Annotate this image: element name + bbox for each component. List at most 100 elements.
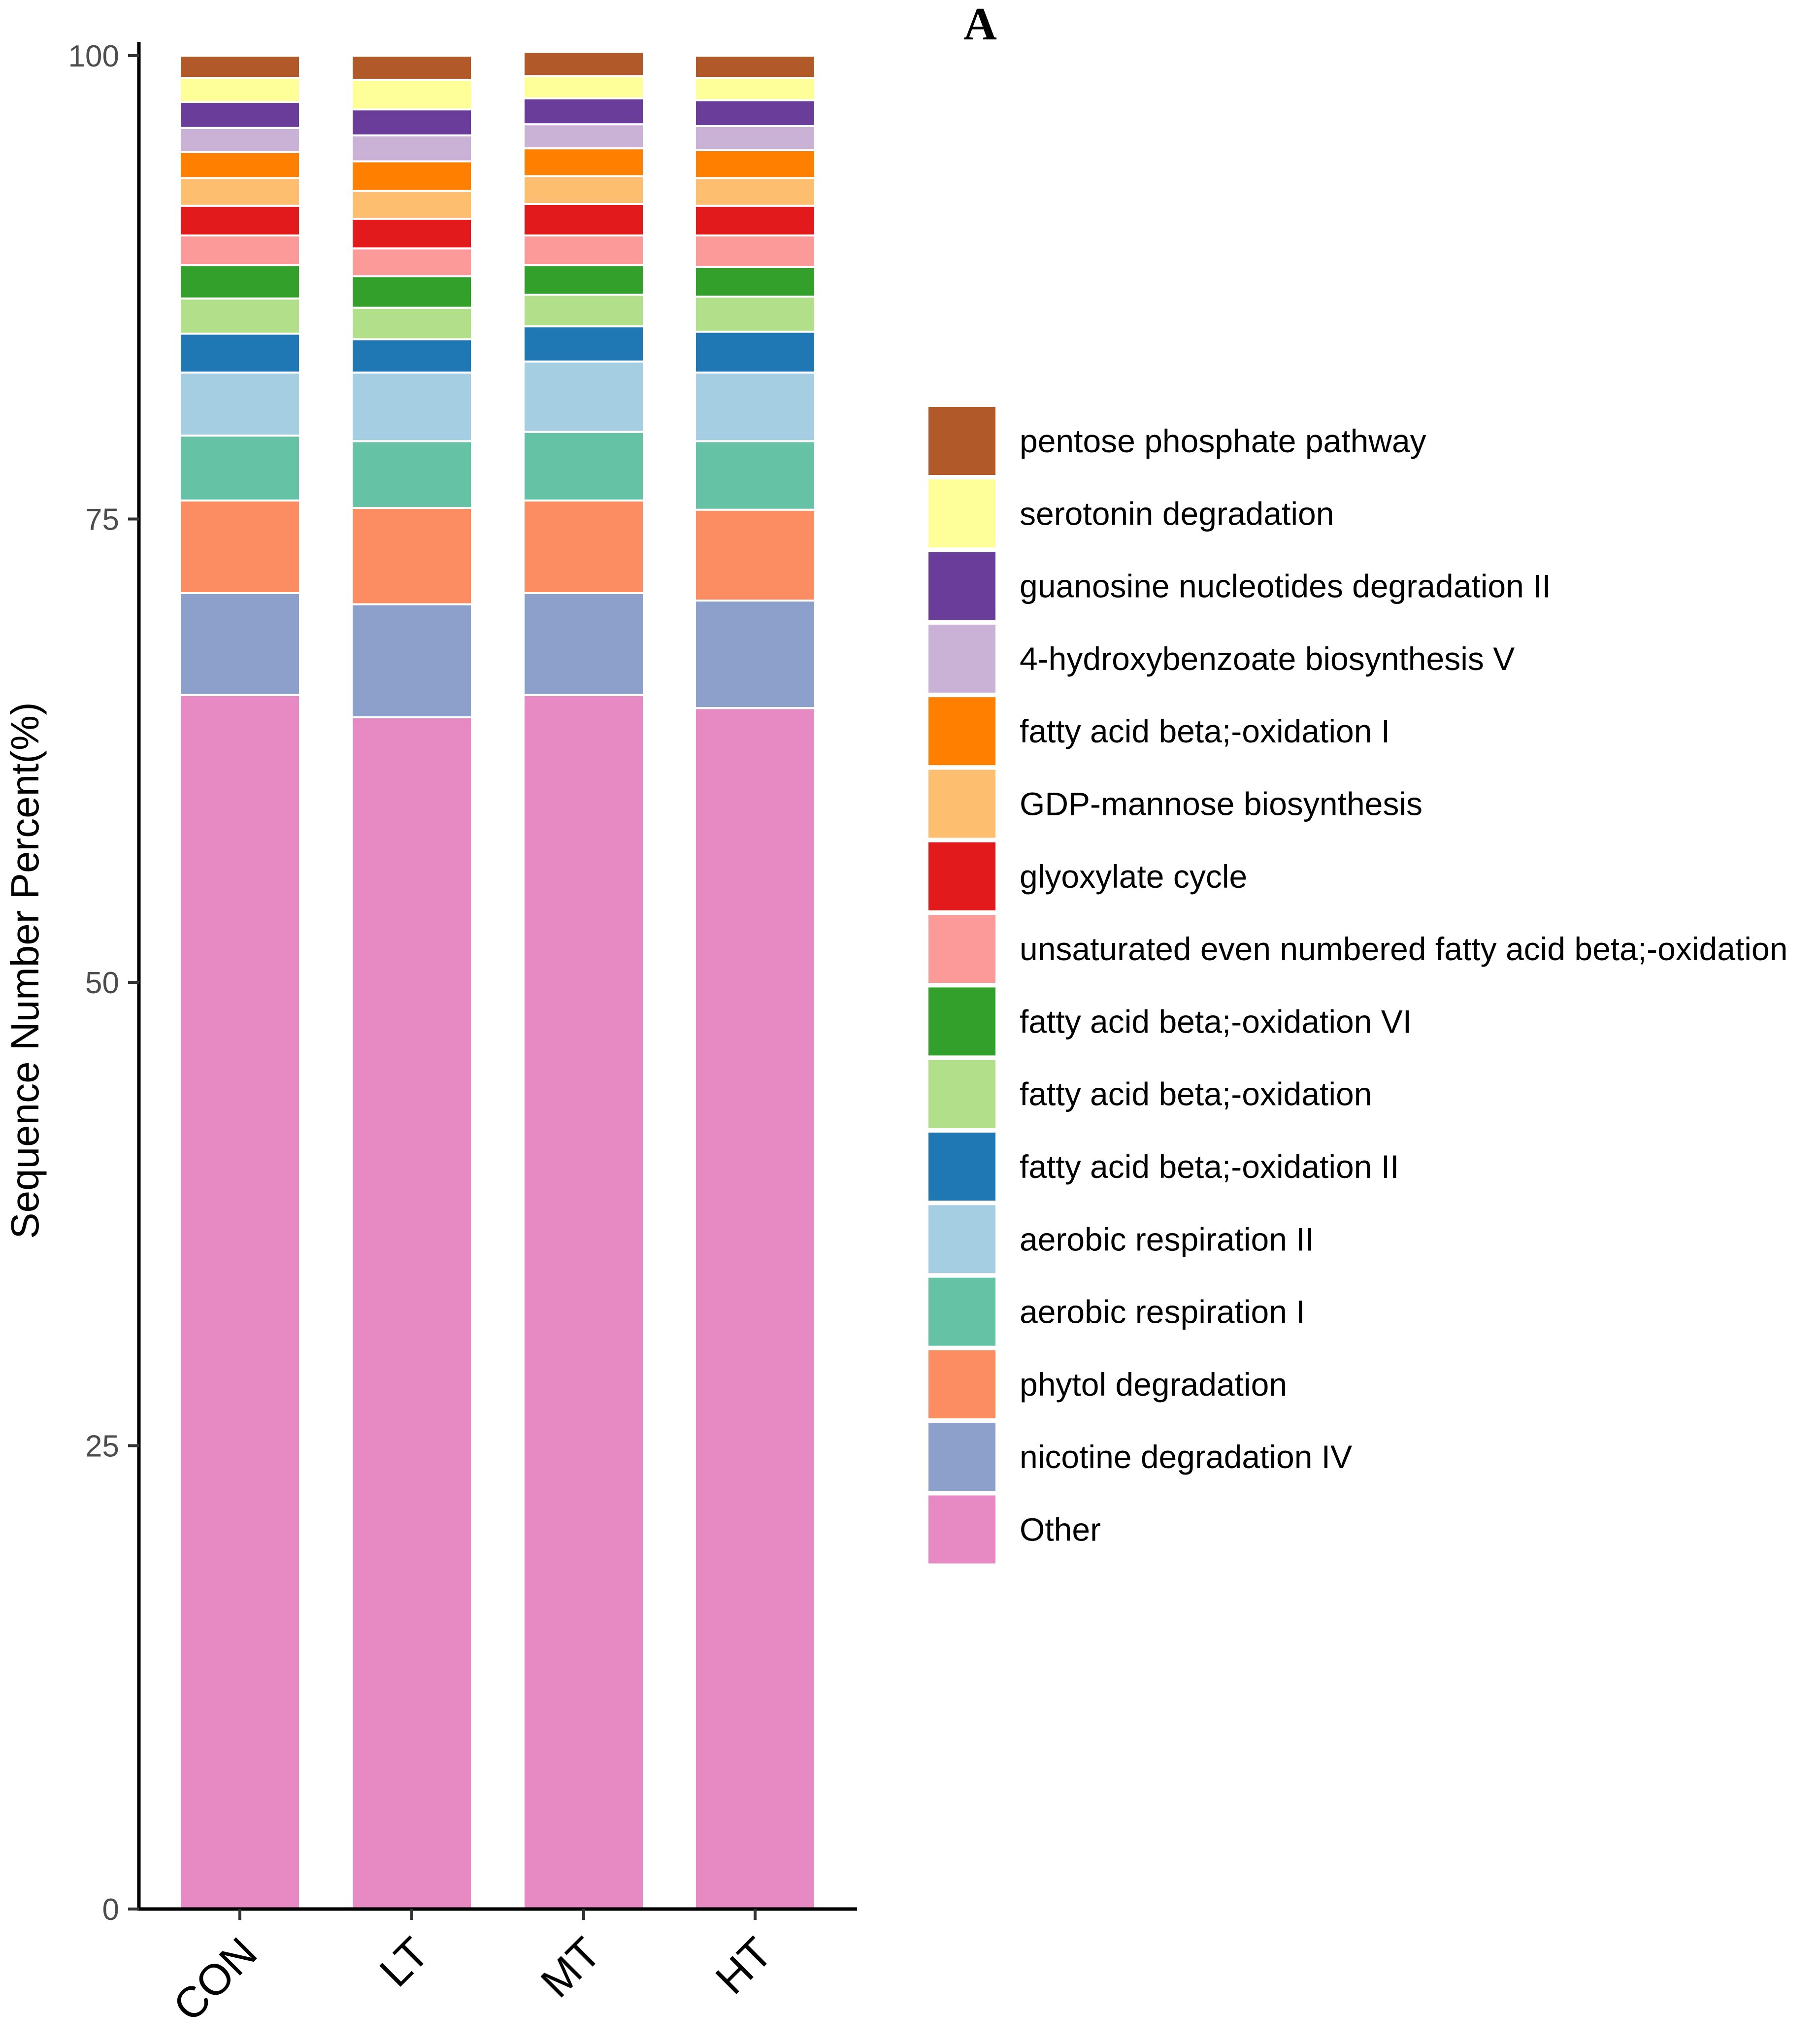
y-tick-label-100: 100 — [68, 39, 119, 73]
bar-ht-serotonin-degradation — [694, 77, 816, 101]
y-axis-label: Sequence Number Percent(%) — [3, 702, 47, 1239]
legend-swatch-fatty-acid-beta-oxidation-vi — [928, 987, 995, 1056]
legend: pentose phosphate pathway serotonin degra… — [928, 407, 1787, 1564]
legend-label-nicotine-degradation-iv: nicotine degradation IV — [1020, 1439, 1352, 1475]
bar-con-4-hydroxybenzoate-biosynthesis-v — [179, 127, 301, 153]
bar-con-other — [179, 694, 301, 1910]
legend-swatch-aerobic-respiration-i — [928, 1277, 995, 1346]
bar-con-fatty-acid-beta-oxidation-ii — [179, 333, 301, 374]
bar-mt-nicotine-degradation-iv — [523, 592, 645, 696]
legend-item-nicotine-degradation-iv: nicotine degradation IV — [928, 1423, 1352, 1491]
bar-ht-guanosine-nucleotides-degradation-ii — [694, 99, 816, 127]
bar-ht-unsaturated-even-numbered-fatty-acid-beta-oxidation — [694, 234, 816, 268]
legend-swatch-nicotine-degradation-iv — [928, 1423, 995, 1491]
bar-mt-guanosine-nucleotides-degradation-ii — [523, 97, 645, 126]
bar-con-gdp-mannose-biosynthesis — [179, 177, 301, 207]
x-tick-label-mt: MT — [531, 1928, 610, 2007]
bar-lt-aerobic-respiration-ii — [351, 371, 473, 442]
bar-ht-other — [694, 707, 816, 1910]
bar-con-serotonin-degradation — [179, 77, 301, 103]
bar-lt-fatty-acid-beta-oxidation-i — [351, 160, 473, 192]
legend-swatch-serotonin-degradation — [928, 479, 995, 548]
bar-ht-aerobic-respiration-i — [694, 440, 816, 511]
bar-mt-4-hydroxybenzoate-biosynthesis-v — [523, 123, 645, 150]
bar-mt-unsaturated-even-numbered-fatty-acid-beta-oxidation — [523, 234, 645, 267]
legend-label-unsaturated-even-numbered-fatty-acid-beta-oxidation: unsaturated even numbered fatty acid bet… — [1020, 931, 1787, 967]
bar-mt-gdp-mannose-biosynthesis — [523, 175, 645, 205]
y-tick-label-25: 25 — [85, 1430, 119, 1464]
legend-item-4-hydroxybenzoate-biosynthesis-v: 4-hydroxybenzoate biosynthesis V — [928, 624, 1515, 693]
legend-label-glyoxylate-cycle: glyoxylate cycle — [1020, 858, 1247, 895]
legend-item-fatty-acid-beta-oxidation-i: fatty acid beta;-oxidation I — [928, 697, 1390, 766]
legend-swatch-4-hydroxybenzoate-biosynthesis-v — [928, 624, 995, 693]
bar-mt-fatty-acid-beta-oxidation-vi — [523, 264, 645, 296]
legend-label-aerobic-respiration-ii: aerobic respiration II — [1020, 1221, 1314, 1257]
legend-label-guanosine-nucleotides-degradation-ii: guanosine nucleotides degradation II — [1020, 568, 1551, 604]
bar-lt-gdp-mannose-biosynthesis — [351, 190, 473, 220]
bar-mt-fatty-acid-beta-oxidation — [523, 294, 645, 328]
bar-con-aerobic-respiration-i — [179, 435, 301, 502]
panel-label: A — [963, 0, 997, 50]
bar-ht-fatty-acid-beta-oxidation-vi — [694, 266, 816, 298]
legend-item-glyoxylate-cycle: glyoxylate cycle — [928, 842, 1247, 910]
legend-label-fatty-acid-beta-oxidation-ii: fatty acid beta;-oxidation II — [1020, 1148, 1399, 1185]
bar-ht-pentose-phosphate-pathway — [694, 55, 816, 79]
legend-label-gdp-mannose-biosynthesis: GDP-mannose biosynthesis — [1020, 786, 1422, 822]
legend-swatch-unsaturated-even-numbered-fatty-acid-beta-oxidation — [928, 915, 995, 983]
bar-mt-fatty-acid-beta-oxidation-i — [523, 147, 645, 177]
bar-ht-4-hydroxybenzoate-biosynthesis-v — [694, 125, 816, 151]
bar-ht-aerobic-respiration-ii — [694, 371, 816, 442]
bar-lt-nicotine-degradation-iv — [351, 603, 473, 719]
bar-ht-gdp-mannose-biosynthesis — [694, 177, 816, 207]
legend-label-pentose-phosphate-pathway: pentose phosphate pathway — [1020, 423, 1426, 459]
legend-swatch-glyoxylate-cycle — [928, 842, 995, 910]
legend-label-serotonin-degradation: serotonin degradation — [1020, 495, 1334, 532]
x-tick-label-ht: HT — [706, 1928, 781, 2003]
bar-con-phytol-degradation — [179, 499, 301, 594]
legend-item-pentose-phosphate-pathway: pentose phosphate pathway — [928, 407, 1426, 475]
legend-swatch-fatty-acid-beta-oxidation-ii — [928, 1133, 995, 1201]
legend-item-fatty-acid-beta-oxidation-ii: fatty acid beta;-oxidation II — [928, 1133, 1399, 1201]
legend-swatch-fatty-acid-beta-oxidation-i — [928, 697, 995, 766]
bar-lt-fatty-acid-beta-oxidation — [351, 306, 473, 340]
bar-con-fatty-acid-beta-oxidation-vi — [179, 264, 301, 300]
legend-swatch-gdp-mannose-biosynthesis — [928, 770, 995, 838]
legend-label-4-hydroxybenzoate-biosynthesis-v: 4-hydroxybenzoate biosynthesis V — [1020, 640, 1515, 677]
bar-con-fatty-acid-beta-oxidation — [179, 297, 301, 335]
bar-con-fatty-acid-beta-oxidation-i — [179, 151, 301, 179]
y-tick-label-75: 75 — [85, 503, 119, 537]
bar-ht-nicotine-degradation-iv — [694, 600, 816, 709]
legend-swatch-fatty-acid-beta-oxidation — [928, 1060, 995, 1128]
bar-lt-aerobic-respiration-i — [351, 440, 473, 509]
bar-con-unsaturated-even-numbered-fatty-acid-beta-oxidation — [179, 234, 301, 267]
bar-ht-fatty-acid-beta-oxidation-ii — [694, 331, 816, 374]
legend-item-other: Other — [928, 1495, 1101, 1564]
bar-mt-phytol-degradation — [523, 499, 645, 594]
bar-mt-aerobic-respiration-i — [523, 431, 645, 502]
x-tick-label-con: CON — [164, 1928, 266, 2030]
legend-item-serotonin-degradation: serotonin degradation — [928, 479, 1334, 548]
bar-mt-fatty-acid-beta-oxidation-ii — [523, 325, 645, 363]
legend-swatch-phytol-degradation — [928, 1350, 995, 1418]
legend-item-phytol-degradation: phytol degradation — [928, 1350, 1287, 1418]
bar-lt-unsaturated-even-numbered-fatty-acid-beta-oxidation — [351, 247, 473, 277]
legend-item-fatty-acid-beta-oxidation-vi: fatty acid beta;-oxidation VI — [928, 987, 1412, 1056]
bar-lt-guanosine-nucleotides-degradation-ii — [351, 108, 473, 136]
x-tick-label-lt: LT — [370, 1928, 438, 1996]
bar-mt-aerobic-respiration-ii — [523, 360, 645, 433]
bar-mt-pentose-phosphate-pathway — [523, 51, 645, 77]
legend-label-fatty-acid-beta-oxidation: fatty acid beta;-oxidation — [1020, 1076, 1372, 1112]
legend-item-fatty-acid-beta-oxidation: fatty acid beta;-oxidation — [928, 1060, 1372, 1128]
legend-label-aerobic-respiration-i: aerobic respiration I — [1020, 1294, 1305, 1330]
bar-lt-fatty-acid-beta-oxidation-ii — [351, 338, 473, 374]
legend-label-fatty-acid-beta-oxidation-vi: fatty acid beta;-oxidation VI — [1020, 1003, 1412, 1039]
legend-label-phytol-degradation: phytol degradation — [1020, 1366, 1287, 1403]
bar-ht-glyoxylate-cycle — [694, 204, 816, 236]
bar-lt-serotonin-degradation — [351, 78, 473, 111]
legend-item-aerobic-respiration-ii: aerobic respiration II — [928, 1205, 1314, 1273]
bar-ht-fatty-acid-beta-oxidation — [694, 296, 816, 333]
legend-swatch-pentose-phosphate-pathway — [928, 407, 995, 475]
legend-item-guanosine-nucleotides-degradation-ii: guanosine nucleotides degradation II — [928, 552, 1551, 620]
bar-con-glyoxylate-cycle — [179, 204, 301, 236]
